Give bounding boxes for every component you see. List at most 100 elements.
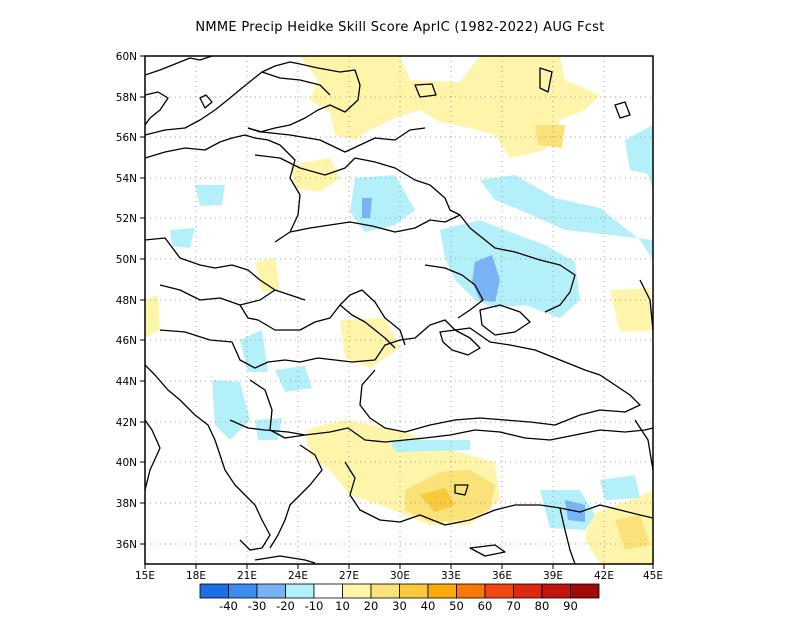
island-gotland	[199, 94, 213, 109]
lat-label-44n: 44N	[116, 376, 137, 388]
skill-region-blue-ukraine	[440, 220, 580, 318]
colorbar-swatch	[228, 583, 258, 599]
colorbar-swatch	[541, 583, 571, 599]
skill-region-yellow-north	[300, 56, 600, 158]
border-slovakia-hungary	[159, 284, 276, 306]
map-title: NMME Precip Heidke Skill Score AprIC (19…	[195, 20, 605, 35]
lon-label-30e: 30E	[390, 570, 410, 582]
colorbar-label: 80	[535, 599, 550, 613]
border-adriatic	[145, 364, 226, 471]
colorbar-label: 40	[421, 599, 436, 613]
colorbar-swatch	[199, 583, 229, 599]
skill-region-midblue-ukraine	[472, 255, 500, 302]
border-serbia-bulgaria	[249, 379, 349, 439]
lat-axis	[140, 55, 145, 545]
border-hungary-romania	[239, 289, 406, 346]
lat-label-38n: 38N	[116, 498, 137, 510]
lon-label-15e: 15E	[135, 570, 155, 582]
coast-gulf-finland	[261, 71, 331, 96]
skill-region-blue-slovakia	[170, 228, 195, 248]
lon-label-24e: 24E	[288, 570, 308, 582]
river-don	[424, 264, 484, 319]
lat-label-54n: 54N	[116, 173, 137, 185]
lat-label-48n: 48N	[116, 295, 137, 307]
skill-region-blue-balkans	[240, 330, 268, 372]
colorbar-swatch	[342, 583, 372, 599]
lat-label-40n: 40N	[116, 457, 137, 469]
skill-region-yellow-w-edge	[145, 295, 160, 338]
skill-region-blue-caucasus	[600, 475, 640, 500]
border-poland-east	[274, 144, 301, 243]
colorbar-label: 60	[478, 599, 493, 613]
colorbar: -40 -30 -20 -10 10 20 30 40 50 60 70 80 90	[199, 583, 600, 613]
colorbar-swatch	[456, 583, 486, 599]
border-greece-north	[229, 419, 306, 436]
coast-turkey-south	[344, 461, 653, 526]
colorbar-swatch	[484, 583, 514, 599]
colorbar-label: 10	[335, 599, 350, 613]
colorbar-swatch	[570, 583, 600, 599]
skill-region-blue-bulgaria	[275, 366, 312, 392]
skill-region-blue-albania	[212, 380, 250, 440]
lat-label-56n: 56N	[116, 132, 137, 144]
skill-region-yellow-romania	[340, 318, 400, 368]
lat-label-52n: 52N	[116, 213, 137, 225]
lat-label-42n: 42N	[116, 417, 137, 429]
coast-scandinavia	[145, 56, 213, 126]
lake-volga-res	[614, 101, 631, 119]
skill-region-orange-anatolia	[420, 488, 455, 512]
lat-label-58n: 58N	[116, 92, 137, 104]
coast-greece	[224, 469, 271, 551]
colorbar-swatch	[256, 583, 286, 599]
colorbar-label: -10	[305, 599, 324, 613]
lon-label-21e: 21E	[237, 570, 257, 582]
coast-poland	[145, 134, 281, 159]
lon-axis	[144, 564, 654, 569]
colorbar-label: 50	[449, 599, 464, 613]
plot-frame	[144, 55, 654, 565]
lat-label-50n: 50N	[116, 254, 137, 266]
skill-region-yellow-ukraine	[255, 258, 280, 292]
coast-aegean	[269, 444, 323, 549]
colorbar-label: 20	[364, 599, 379, 613]
lake-ladoga	[414, 83, 437, 98]
skill-region-gold-se	[615, 515, 650, 550]
skill-region-blue-west	[195, 185, 225, 206]
skill-region-yellow-west	[290, 158, 340, 192]
lat-label-46n: 46N	[116, 335, 137, 347]
skill-region-blue-turkey-strip	[390, 440, 470, 452]
lon-label-42e: 42E	[594, 570, 614, 582]
colorbar-label: -30	[248, 599, 267, 613]
lake-tuz	[454, 484, 469, 496]
border-romania-moldova	[339, 304, 396, 349]
border-belarus-ukraine	[289, 214, 576, 313]
colorbar-swatch	[313, 583, 343, 599]
border-central-eu	[145, 237, 306, 301]
lon-label-27e: 27E	[339, 570, 359, 582]
colorbar-swatch	[513, 583, 543, 599]
skill-region-yellow-east	[610, 288, 653, 332]
lon-label-39e: 39E	[543, 570, 563, 582]
colorbar-swatch	[370, 583, 400, 599]
skill-region-blue-ne	[625, 125, 653, 175]
lon-label-36e: 36E	[492, 570, 512, 582]
colorbar-label: 30	[392, 599, 407, 613]
colorbar-label: 70	[506, 599, 521, 613]
skill-region-midblue-belarus	[362, 198, 372, 218]
colorbar-label: -40	[219, 599, 238, 613]
coast-azov	[479, 304, 531, 336]
coast-caspian	[634, 279, 653, 471]
skill-region-blue-north	[480, 130, 653, 260]
lat-tick-labels: 36N 38N 40N 42N 44N 46N 48N 50N 52N 54N …	[116, 51, 137, 551]
border-russia-north	[354, 157, 461, 216]
lon-tick-labels: 15E 18E 21E 24E 27E 30E 33E 36E 39E 42E …	[135, 570, 663, 582]
colorbar-label: -20	[276, 599, 295, 613]
skill-region-gold-north	[535, 125, 565, 148]
lon-label-33e: 33E	[441, 570, 461, 582]
colorbar-swatch	[399, 583, 429, 599]
skill-region-blue-south-greece	[255, 418, 282, 440]
coast-italy-heel	[145, 419, 161, 491]
border-baltics	[247, 127, 426, 153]
island-crete	[254, 555, 316, 564]
